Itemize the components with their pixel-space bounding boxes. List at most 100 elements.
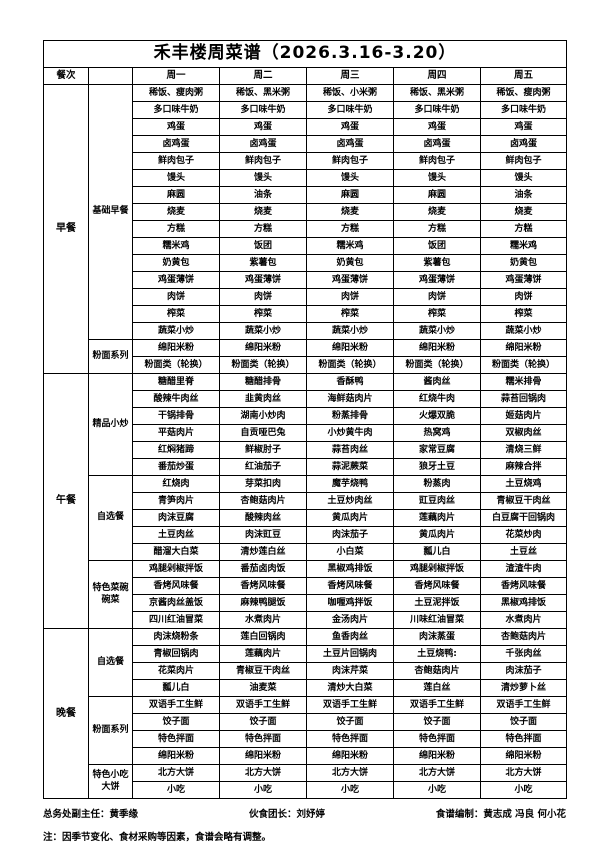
menu-cell: 湖南小炒肉 [219,407,307,425]
menu-cell: 青笋肉片 [132,492,220,510]
menu-cell: 北方大饼 [306,764,394,782]
menu-cell: 红焖猪蹄 [132,441,220,459]
menu-cell: 杏鲍菇肉片 [219,492,307,510]
menu-cell: 榨菜 [306,305,394,323]
menu-cell: 莲藕肉片 [393,509,481,527]
meal-label: 早餐 [43,84,89,374]
menu-cell: 家常豆腐 [393,441,481,459]
menu-cell: 多口味牛奶 [132,101,220,119]
day-header-wednesday: 周三 [306,67,394,85]
page-title: 禾丰楼周菜谱（2026.3.16-3.20） [42,40,568,68]
menu-cell: 鸡蛋薄饼 [393,271,481,289]
menu-cell: 奶黄包 [306,254,394,272]
menu-cell: 馒头 [219,169,307,187]
menu-cell: 鸡蛋 [306,118,394,136]
menu-cell: 多口味牛奶 [479,101,568,119]
menu-cell: 卤鸡蛋 [306,135,394,153]
menu-row: 奶黄包 紫薯包 奶黄包 紫薯包 奶黄包 [44,254,568,272]
menu-cell: 麻辣合拌 [479,458,568,476]
menu-cell: 肉饼 [132,288,220,306]
adjustment-note: 注：因季节变化、食材采购等因素，食谱会略有调整。 [43,832,272,843]
menu-cell: 黑椒鸡排饭 [479,594,568,612]
day-header-monday: 周一 [132,67,220,85]
menu-cell: 金汤肉片 [306,611,394,629]
menu-row: 青椒回锅肉 莲藕肉片 土豆片回锅肉 土豆烧鸭: 千张肉丝 [44,645,568,663]
menu-cell: 香烤风味餐 [479,577,568,595]
menu-row: 粉面系列 绵阳米粉 绵阳米粉 绵阳米粉 绵阳米粉 绵阳米粉 [44,339,568,374]
menu-cell: 清烧三鲜 [479,441,568,459]
menu-cell: 莲藕肉片 [219,645,307,663]
menu-row: 粉面系列 双语手工生鲜 双语手工生鲜 双语手工生鲜 双语手工生鲜 双语手工生鲜 [44,696,568,765]
menu-cell: 馒头 [306,169,394,187]
menu-cell: 水煮肉片 [479,611,568,629]
menu-cell: 方糕 [306,220,394,238]
menu-cell: 京酱肉丝盖饭 [132,594,220,612]
menu-cell: 油条 [219,186,307,204]
menu-cell: 小白菜 [306,543,394,561]
menu-cell: 香烤风味餐 [393,577,481,595]
menu-cell: 北方大饼 [479,764,568,782]
menu-cell: 卤鸡蛋 [132,135,220,153]
menu-cell: 饭团 [219,237,307,255]
menu-cell: 水煮肉片 [219,611,307,629]
menu-cell: 土豆丝 [479,543,568,561]
footer-compilers: 食谱编制：黄志成 冯良 何小花 [435,809,566,820]
menu-cell: 红烧肉 [132,475,220,493]
menu-row: 鲜肉包子 鲜肉包子 鲜肉包子 鲜肉包子 鲜肉包子 [44,152,568,170]
menu-row: 瓢儿白 油麦菜 清炒大白菜 莲白丝 清炒萝卜丝 [44,679,568,697]
menu-cell: 肉饼 [393,288,481,306]
menu-row: 烧麦 烧麦 烧麦 烧麦 烧麦 [44,203,568,221]
menu-cell: 渣渣牛肉 [479,560,568,578]
footer: 总务处副主任：黄季缘 伙食团长：刘妤婷 食谱编制：黄志成 冯良 何小花 [43,806,566,820]
menu-row: 香烤风味餐 香烤风味餐 香烤风味餐 香烤风味餐 香烤风味餐 [44,577,568,595]
menu-cell: 红油茄子 [219,458,307,476]
group-label: 特色菜碗碗菜 [88,560,133,629]
menu-cell: 稀饭、瘦肉粥 [132,84,220,102]
menu-cell: 饭团 [393,237,481,255]
menu-cell: 方糕 [219,220,307,238]
menu-cell: 麻圆 [306,186,394,204]
menu-cell: 魔芋烧鸭 [306,475,394,493]
menu-cell: 平菇肉片 [132,424,220,442]
menu-cell: 特色拌面 [393,730,481,748]
menu-cell: 蔬菜小炒 [306,322,394,340]
menu-cell: 青椒豆干肉丝 [479,492,568,510]
menu-cell: 奶黄包 [132,254,220,272]
menu-cell: 小吃 [219,781,307,799]
menu-cell: 香酥鸭 [306,373,394,391]
menu-row: 早餐 基础早餐 稀饭、瘦肉粥 稀饭、黑米粥 稀饭、小米粥 稀饭、黑米粥 稀饭、瘦肉粥 [43,84,568,374]
menu-cell: 绵阳米粉 [219,747,307,765]
menu-cell: 土豆肉丝 [132,526,220,544]
menu-cell: 粉蒸排骨 [306,407,394,425]
menu-cell: 糯米鸡 [132,237,220,255]
menu-cell: 香烤风味餐 [132,577,220,595]
menu-cell: 酸辣牛肉丝 [132,390,220,408]
menu-cell: 鸡蛋 [393,118,481,136]
menu-cell: 方糕 [393,220,481,238]
menu-cell: 狼牙土豆 [393,458,481,476]
meal-label: 晚餐 [43,628,89,799]
menu-cell: 粉蒸肉 [393,475,481,493]
menu-cell: 烧麦 [479,203,568,221]
menu-row: 小吃 小吃 小吃 小吃 小吃 [44,781,568,799]
menu-cell: 糯米鸡 [306,237,394,255]
menu-cell: 特色拌面 [132,730,220,748]
menu-cell: 黄瓜肉片 [306,509,394,527]
menu-cell: 花菜肉片 [132,662,220,680]
menu-cell: 土豆炒肉丝 [306,492,394,510]
menu-cell: 粉面类（轮换） [219,356,307,374]
meal-column-header: 餐次 [43,67,89,85]
menu-cell: 土豆烧鸡 [479,475,568,493]
menu-cell: 四川红油冒菜 [132,611,220,629]
menu-cell: 北方大饼 [132,764,220,782]
menu-cell: 糯米鸡 [479,237,568,255]
menu-cell: 烧麦 [132,203,220,221]
menu-cell: 紫薯包 [219,254,307,272]
menu-cell: 鸡蛋薄饼 [306,271,394,289]
menu-row: 蔬菜小炒 蔬菜小炒 蔬菜小炒 蔬菜小炒 蔬菜小炒 [44,322,568,340]
menu-cell: 蒜泥蕨菜 [306,458,394,476]
menu-cell: 鲜肉包子 [132,152,220,170]
menu-cell: 多口味牛奶 [393,101,481,119]
menu-cell: 烧麦 [393,203,481,221]
